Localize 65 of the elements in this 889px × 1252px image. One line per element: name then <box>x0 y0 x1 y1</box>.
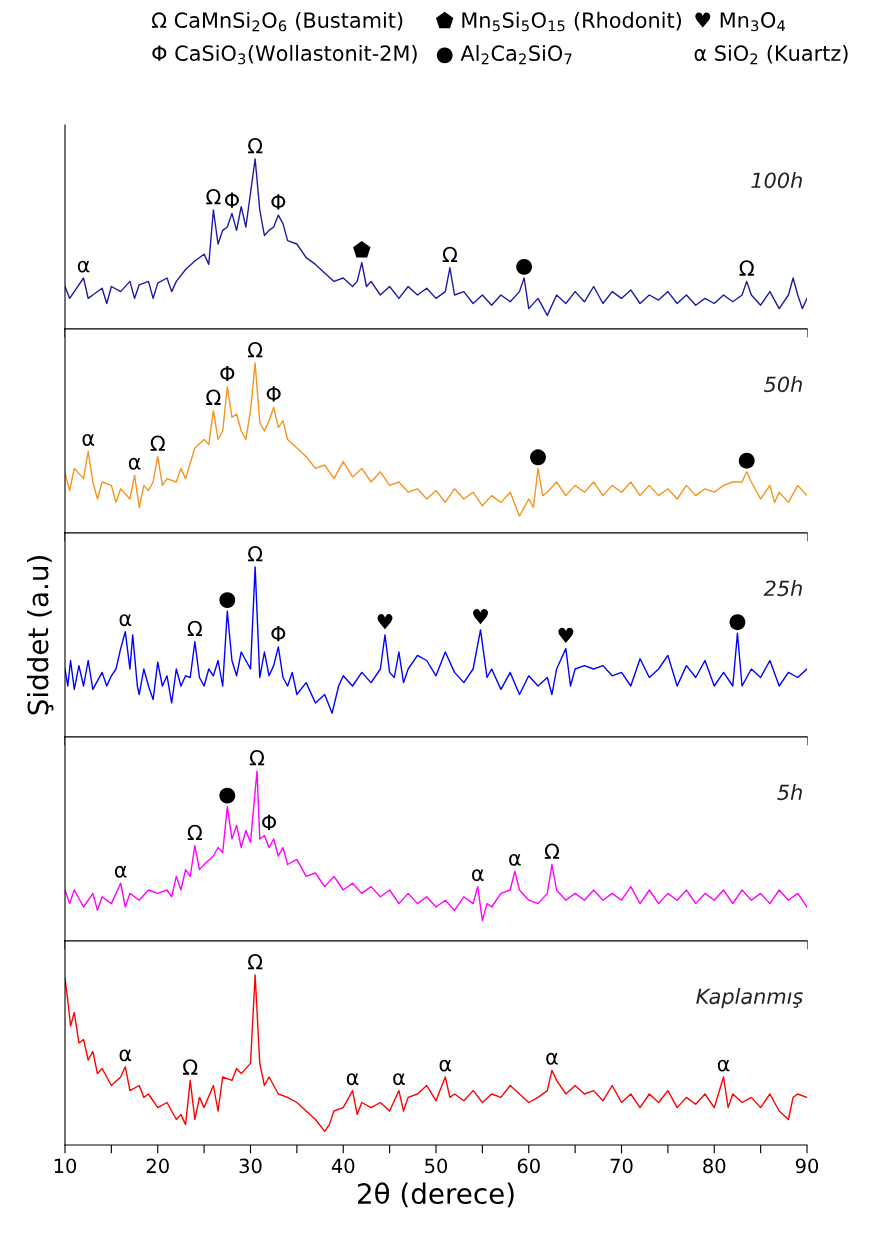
annotation: α <box>546 1052 558 1065</box>
text: ⬟ Mn$_{5}$Si$_{5}$O$_{15}$ (Rhodonit) <box>435 11 681 32</box>
text: ● Al$_{2}$Ca$_{2}$SiO$_{7}$ <box>436 44 572 65</box>
x-tick-label: 50 <box>425 1158 448 1174</box>
annotation: Ω <box>249 749 265 766</box>
x-tick-label: 30 <box>239 1158 262 1174</box>
annotation: α <box>509 853 521 866</box>
text: Ω CaMnSi$_{2}$O$_{6}$ (Bustamit) <box>151 11 403 32</box>
annotation: Φ <box>271 194 286 210</box>
annotation: Φ <box>220 365 235 382</box>
y-axis-title: Şiddet (a.u) <box>27 556 54 715</box>
annotation: Ω <box>187 620 203 637</box>
annotation: Φ <box>266 386 281 402</box>
text: 5h <box>777 784 802 801</box>
annotation: ♥ <box>473 609 489 625</box>
text: 25h <box>763 580 802 597</box>
annotation: α <box>128 457 141 470</box>
annotation: ● <box>530 449 546 466</box>
annotation: Ω <box>187 824 203 841</box>
annotation: ● <box>219 787 236 804</box>
annotation: Φ <box>271 625 286 642</box>
text: Kaplanmış <box>696 988 803 1009</box>
annotation: ● <box>729 614 746 631</box>
text: Φ CaSiO$_{3}$(Wollastonit-2M) <box>152 44 417 65</box>
annotation: α <box>119 614 132 627</box>
annotation: ⬟ <box>353 241 371 258</box>
annotation: Ω <box>739 260 754 276</box>
annotation: Ω <box>247 341 263 358</box>
annotation: Ω <box>247 137 263 154</box>
annotation: α <box>346 1073 359 1086</box>
annotation: α <box>439 1059 452 1072</box>
x-tick-label: 80 <box>703 1158 726 1174</box>
x-tick-label: 60 <box>517 1158 540 1174</box>
x-tick-label: 70 <box>610 1158 633 1174</box>
annotation: α <box>393 1073 405 1086</box>
annotation: Φ <box>262 814 277 830</box>
annotation: α <box>77 260 90 273</box>
annotation: Ω <box>247 545 263 562</box>
annotation: α <box>717 1059 730 1072</box>
annotation: α <box>472 869 484 882</box>
annotation: ♥ <box>377 614 393 630</box>
x-tick-label: 40 <box>331 1158 355 1174</box>
annotation: Ω <box>544 843 560 859</box>
annotation: ● <box>738 452 755 469</box>
annotation: ♥ <box>558 627 574 643</box>
annotation: Ω <box>206 389 221 405</box>
text: α SiO$_{2}$ (Kuartz) <box>694 44 848 65</box>
annotation: Ω <box>442 246 458 263</box>
annotation: α <box>114 865 127 878</box>
x-tick-label: 90 <box>795 1158 819 1174</box>
annotation: α <box>119 1049 132 1062</box>
text: 100h <box>751 172 802 189</box>
annotation: Ω <box>183 1059 198 1075</box>
annotation: Ω <box>206 188 221 205</box>
text: ♥ Mn$_{3}$O$_{4}$ <box>695 12 785 32</box>
annotation: α <box>82 434 95 446</box>
x-tick-label: 10 <box>54 1158 77 1174</box>
annotation: ● <box>219 592 236 609</box>
annotation: Ω <box>247 953 263 970</box>
annotation: Φ <box>224 192 239 208</box>
annotation: ● <box>516 258 533 275</box>
x-axis-title: 2θ (derece) <box>357 1182 514 1208</box>
annotation: Ω <box>150 435 165 451</box>
text: 50h <box>763 376 802 393</box>
x-tick-label: 20 <box>146 1158 169 1174</box>
